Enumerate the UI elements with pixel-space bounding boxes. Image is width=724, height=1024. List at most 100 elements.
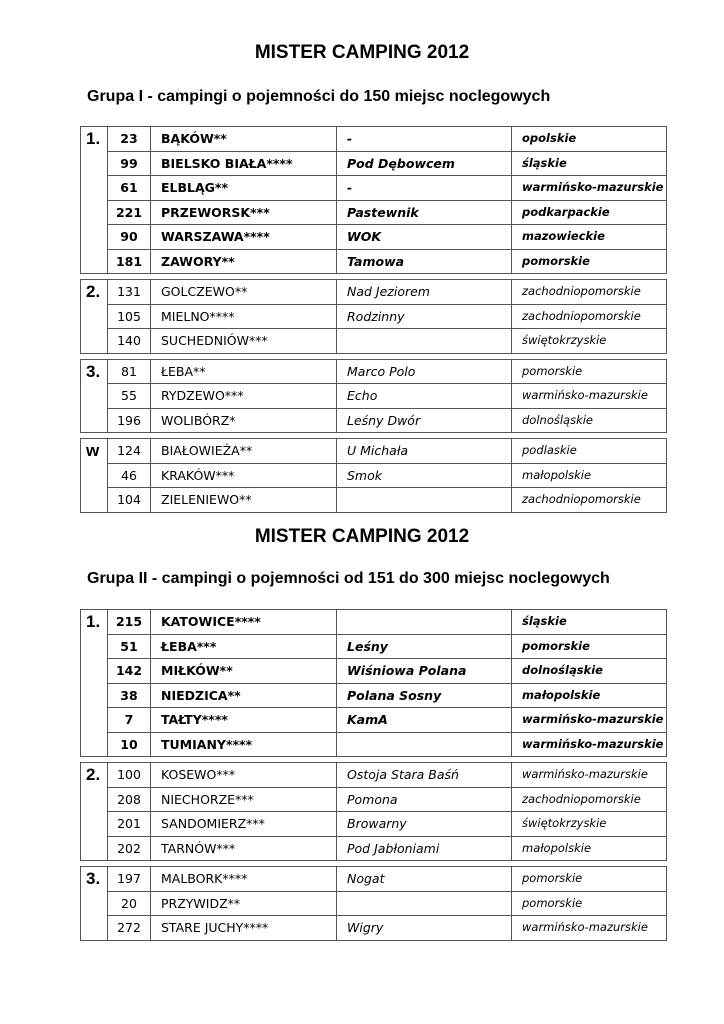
region-name: mazowieckie [512,225,666,250]
location-name: ŁEBA*** [151,634,337,659]
location-name: MIELNO**** [151,304,337,329]
camping-number: 140 [108,329,151,353]
location-name: NIEDZICA** [151,683,337,708]
camping-number: 197 [108,867,151,892]
location-name: GOLCZEWO** [151,280,337,305]
camping-number: 99 [108,151,151,176]
camping-name: Tamowa [337,249,512,273]
camping-name: Wiśniowa Polana [337,659,512,684]
camping-number: 196 [108,408,151,432]
region-name: zachodniopomorskie [512,788,666,812]
camping-name [337,732,512,756]
camping-name: Smok [337,463,512,488]
camping-name: Nad Jeziorem [337,280,512,305]
rank-label: 2. [81,280,108,353]
camping-number: 181 [108,249,151,273]
camping-name: Pomona [337,787,512,812]
location-name: PRZEWORSK*** [151,200,337,225]
location-name: BIELSKO BIAŁA**** [151,151,337,176]
rank-block: 2. 100 KOSEWO*** Ostoja Stara Baśń warmińsko… [80,762,667,861]
region-name: opolskie [512,127,666,152]
location-name: KATOWICE**** [151,610,337,635]
region-name: warmińsko-mazurskie [522,736,664,751]
location-name: MIŁKÓW** [151,659,337,684]
region-name: świętokrzyskie [512,812,666,837]
location-name: ZAWORY** [151,249,337,273]
camping-number: 201 [108,812,151,837]
camping-number: 90 [108,225,151,250]
camping-number: 142 [108,659,151,684]
region-name: podlaskie [512,439,666,464]
camping-number: 215 [108,610,151,635]
camping-name [337,329,512,353]
region-name: śląskie [512,610,666,635]
camping-name: Echo [337,384,512,409]
camping-name: Browarny [337,812,512,837]
camping-name: Leśny Dwór [337,408,512,432]
rank-block: 1. 215 KATOWICE**** śląskie 51 ŁEBA*** Leśny po… [80,609,667,757]
camping-number: 20 [108,891,151,916]
camping-number: 55 [108,384,151,409]
region-name: warmińsko-mazurskie [512,708,666,733]
camping-number: 38 [108,683,151,708]
camping-number: 221 [108,200,151,225]
rank-block: 1. 23 BĄKÓW** - opolskie 99 BIELSKO BIAŁA**** P… [80,126,667,274]
camping-number: 61 [108,176,151,201]
rank-block: 2. 131 GOLCZEWO** Nad Jeziorem zachodniopomo… [80,279,667,354]
camping-number: 51 [108,634,151,659]
camping-number: 81 [108,359,151,384]
region-name: pomorskie [512,892,666,916]
region-name: warmińsko-mazurskie [512,384,666,409]
camping-name [337,610,512,635]
region-name: warmińsko-mazurskie [512,763,666,788]
section-title: MISTER CAMPING 2012 [254,526,470,547]
camping-name: - [337,176,512,201]
location-name: NIECHORZE*** [151,787,337,812]
location-name: BĄKÓW** [151,127,337,152]
location-name: STARE JUCHY**** [151,916,337,940]
rank-label: 3. [81,867,108,940]
region-name: zachodniopomorskie [512,280,666,305]
camping-name: Pod Jabłoniami [337,836,512,860]
camping-number: 105 [108,304,151,329]
region-name: pomorskie [512,360,666,384]
location-name: MALBORK**** [151,867,337,892]
camping-number: 7 [108,708,151,733]
region-name: podkarpackie [512,201,666,225]
camping-name: Pastewnik [337,200,512,225]
camping-name: KamA [337,708,512,733]
camping-name: - [337,127,512,152]
region-name: małopolskie [512,464,666,488]
section-title: MISTER CAMPING 2012 [254,42,470,63]
camping-number: 124 [108,439,151,464]
region-name: zachodniopomorskie [522,492,641,506]
location-name: TARNÓW*** [151,836,337,860]
camping-number: 23 [108,127,151,152]
camping-number: 272 [108,916,151,940]
camping-number: 46 [108,463,151,488]
rank-label: 3. [81,359,108,432]
region-name: śląskie [512,152,666,176]
region-name: świętokrzyskie [522,333,607,347]
rank-label: 1. [81,610,108,756]
location-name: TAŁTY**** [151,708,337,733]
camping-name: WOK [337,225,512,250]
camping-name: U Michała [337,439,512,464]
region-name: dolnośląskie [512,659,666,684]
region-name: warmińsko-mazurskie [512,176,666,201]
location-name: TUMIANY**** [151,732,337,756]
camping-number: 10 [108,732,151,756]
rank-label: 1. [81,127,108,273]
camping-number: 208 [108,787,151,812]
region-name: małopolskie [522,840,592,855]
rank-label: w [81,439,108,512]
location-name: ZIELENIEWO** [151,488,337,512]
ranking-table: 1. 23 BĄKÓW** - opolskie 99 BIELSKO BIAŁA**** P… [80,126,667,518]
camping-name: Wigry [337,916,512,940]
ranking-table: 1. 215 KATOWICE**** śląskie 51 ŁEBA*** Leśny po… [80,609,667,946]
region-name: zachodniopomorskie [512,305,666,329]
region-name: dolnośląskie [522,412,594,427]
camping-name [337,488,512,512]
rank-block: w 124 BIAŁOWIEŻA** U Michała podlaskie 46 KRAK… [80,438,667,513]
location-name: RYDZEWO*** [151,384,337,409]
